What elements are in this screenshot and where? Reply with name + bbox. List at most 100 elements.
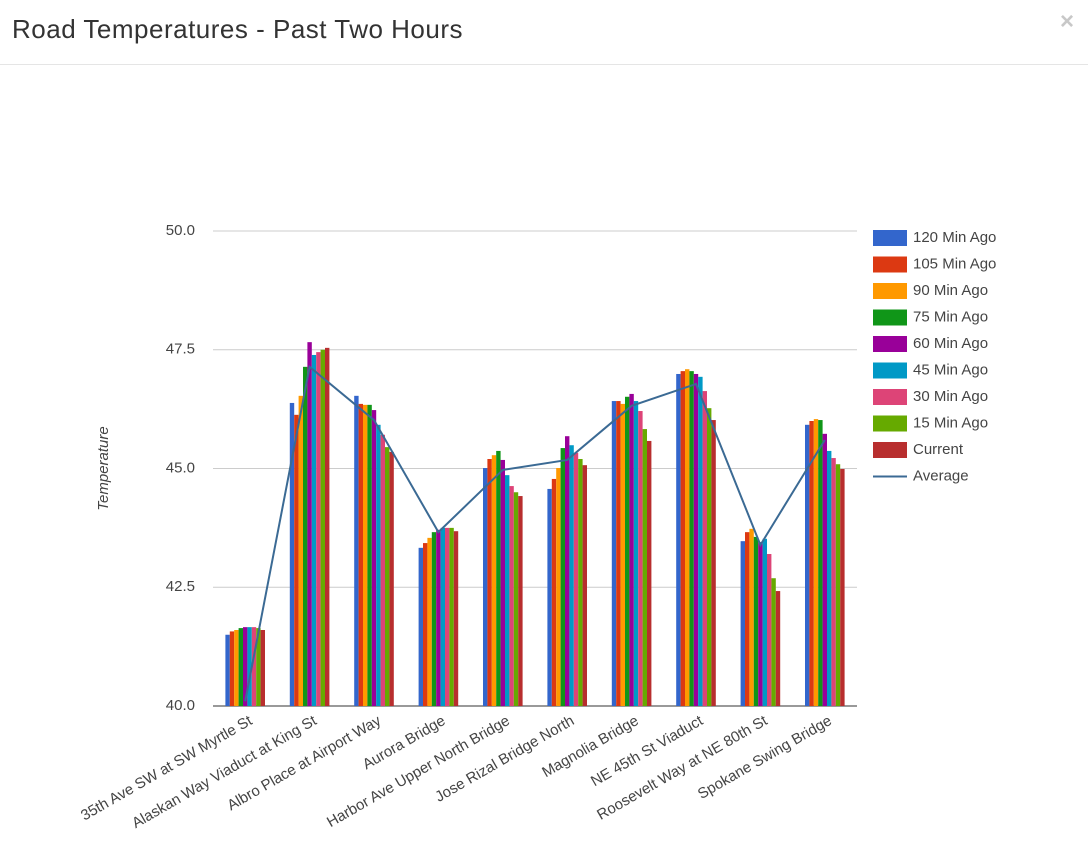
bar (491, 455, 497, 706)
bar (753, 536, 759, 706)
bar (423, 543, 428, 706)
bar (363, 404, 368, 706)
y-tick-label: 40.0 (166, 697, 195, 714)
bar (427, 537, 432, 706)
close-button[interactable]: × (1059, 8, 1074, 35)
bar (805, 424, 810, 706)
bar (453, 531, 459, 706)
bar (762, 538, 767, 706)
bar (831, 458, 836, 706)
bar (827, 450, 832, 706)
bar (818, 420, 823, 706)
legend-swatch (873, 283, 907, 299)
bar (518, 496, 523, 706)
bar (616, 401, 621, 706)
bar (445, 527, 450, 706)
bar (436, 529, 441, 706)
bar (440, 527, 445, 706)
bar (547, 488, 552, 706)
bar (629, 393, 634, 706)
bar (698, 376, 703, 706)
bar (418, 547, 423, 706)
bar (367, 404, 372, 706)
bar (551, 478, 557, 706)
bar (813, 419, 819, 706)
bar (638, 411, 643, 706)
bar (625, 396, 630, 706)
bar (376, 424, 381, 706)
y-tick-label: 47.5 (166, 341, 195, 358)
bar (693, 373, 699, 706)
bar (642, 429, 647, 706)
legend-label: 120 Min Ago (913, 229, 996, 246)
bar (496, 450, 501, 706)
bar (247, 627, 252, 706)
bar (565, 436, 570, 706)
legend-label: Current (913, 441, 964, 458)
bar (809, 421, 814, 706)
modal-header: Road Temperatures - Past Two Hours × (0, 0, 1088, 65)
y-tick-label: 50.0 (166, 222, 195, 239)
bar (487, 459, 492, 706)
legend-swatch (873, 336, 907, 352)
bar (702, 391, 707, 706)
legend-swatch (873, 309, 907, 326)
bar (647, 440, 652, 706)
y-axis-label: Temperature (95, 426, 112, 511)
average-line (244, 365, 826, 702)
bar (767, 554, 772, 706)
bar (745, 532, 750, 706)
bar (358, 403, 363, 706)
legend-label: 75 Min Ago (913, 308, 988, 325)
bar (449, 527, 454, 706)
bar (256, 628, 261, 706)
bar (840, 468, 845, 706)
legend-swatch (873, 415, 907, 432)
legend-swatch (873, 389, 907, 405)
bar (556, 468, 561, 706)
bar (758, 542, 763, 706)
bar (740, 541, 745, 706)
bar (560, 448, 565, 706)
legend-label: 90 Min Ago (913, 282, 988, 299)
legend-label: 105 Min Ago (913, 255, 996, 272)
legend-label: 30 Min Ago (913, 388, 988, 405)
legend-label: 15 Min Ago (913, 414, 988, 431)
bar (822, 433, 827, 706)
bar (298, 395, 303, 706)
bar (260, 630, 265, 706)
bar (380, 434, 385, 706)
bar (385, 447, 390, 706)
bar (749, 528, 754, 706)
bar (689, 371, 694, 706)
bar (289, 402, 295, 706)
bar (771, 578, 776, 706)
bar (234, 630, 239, 706)
bar (569, 445, 574, 706)
y-tick-label: 42.5 (166, 578, 195, 595)
bar (354, 395, 359, 706)
legend-label: 60 Min Ago (913, 335, 988, 352)
bar (238, 628, 243, 706)
bar (685, 369, 690, 706)
y-tick-label: 45.0 (166, 459, 195, 476)
bar (431, 532, 437, 706)
legend-swatch (873, 362, 907, 379)
bar (509, 486, 514, 706)
bar (707, 408, 712, 706)
legend-label: 45 Min Ago (913, 361, 988, 378)
bar (513, 492, 519, 706)
legend-label: Average (913, 467, 969, 484)
legend-swatch (873, 230, 907, 246)
bar (483, 468, 488, 706)
bar (611, 401, 617, 706)
bar (307, 342, 312, 706)
bar (711, 420, 716, 706)
bar (582, 465, 587, 706)
legend-swatch (873, 256, 907, 273)
bar (578, 459, 583, 706)
bar (835, 464, 841, 706)
bar (229, 631, 235, 706)
